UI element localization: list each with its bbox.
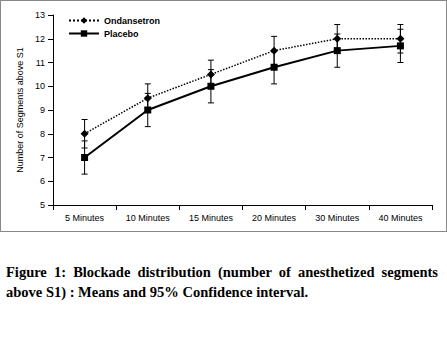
html-text:Figure 1: Blockade distributio: Figure 1: Blockade distribution (number … <box>6 264 438 300</box>
svg-text:5: 5 <box>40 200 45 210</box>
svg-text:Placebo: Placebo <box>104 29 139 39</box>
svg-text:5 Minutes: 5 Minutes <box>65 213 105 223</box>
svg-text:6: 6 <box>40 176 45 186</box>
svg-text:Number of Segments above S1: Number of Segments above S1 <box>15 47 25 173</box>
svg-text:8: 8 <box>40 129 45 139</box>
svg-text:7: 7 <box>40 153 45 163</box>
svg-text:13: 13 <box>35 10 45 20</box>
svg-text:11: 11 <box>36 58 45 68</box>
svg-text:9: 9 <box>40 105 45 115</box>
svg-text:15 Minutes: 15 Minutes <box>189 213 234 223</box>
svg-text:30 Minutes: 30 Minutes <box>315 213 360 223</box>
svg-text:12: 12 <box>35 34 45 44</box>
svg-text:40 Minutes: 40 Minutes <box>378 213 423 223</box>
svg-text:10 Minutes: 10 Minutes <box>126 213 171 223</box>
svg-text:20 Minutes: 20 Minutes <box>252 213 297 223</box>
svg-text:Ondansetron: Ondansetron <box>104 16 160 26</box>
svg-text:10: 10 <box>35 81 45 91</box>
